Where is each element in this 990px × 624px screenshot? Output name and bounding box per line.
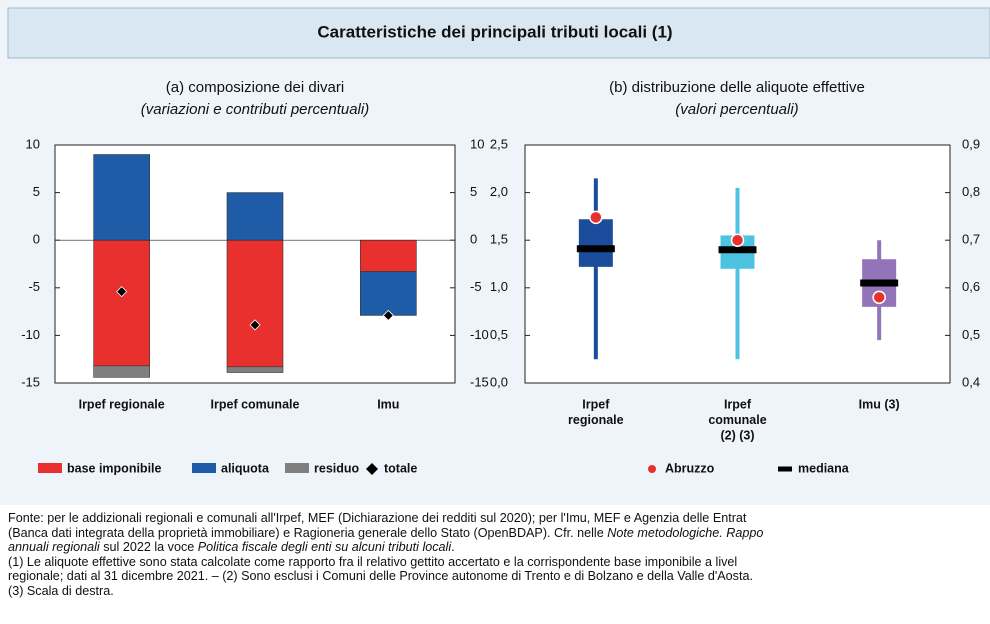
- legend-dot: [648, 465, 656, 473]
- legend-label: totale: [384, 461, 417, 475]
- footnote-line: annuali regionali sul 2022 la voce Polit…: [8, 540, 990, 555]
- y2-tick-label: -10: [470, 327, 489, 342]
- y2-tick-label: 5: [470, 184, 477, 199]
- y-tick-label: -10: [21, 327, 40, 342]
- y-tick-label: 2,5: [490, 136, 508, 151]
- y2-tick-label: 0,5: [962, 327, 980, 342]
- y2-tick-label: 0,6: [962, 279, 980, 294]
- bar-segment: [93, 154, 150, 241]
- panel-title: (a) composizione dei divari: [166, 79, 344, 96]
- chart: Caratteristiche dei principali tributi l…: [0, 0, 990, 505]
- legend-swatch: [285, 463, 309, 473]
- legend-swatch: [192, 463, 216, 473]
- panel-subtitle: (valori percentuali): [675, 101, 798, 118]
- x-tick-label: (2) (3): [720, 428, 754, 442]
- legend-label: base imponibile: [67, 461, 162, 475]
- footnote-text: sul 2022 la voce: [99, 540, 198, 555]
- footnote-text: .: [451, 540, 455, 555]
- footnote-text: Note metodologiche. Rappo: [607, 525, 764, 540]
- footnote-line: (Banca dati integrata della proprietà im…: [8, 526, 990, 541]
- bar-segment: [360, 271, 417, 316]
- y-tick-label: 0: [33, 232, 40, 247]
- total-marker: [249, 319, 261, 331]
- x-tick-label: Irpef: [582, 397, 610, 411]
- total-marker: [116, 286, 128, 298]
- x-tick-label: Irpef: [724, 397, 752, 411]
- footnotes: Fonte: per le addizionali regionali e co…: [8, 511, 990, 599]
- bar-segment: [226, 366, 284, 373]
- y-tick-label: 10: [26, 136, 40, 151]
- footnote-line: regionale; dati al 31 dicembre 2021. – (…: [8, 569, 990, 584]
- x-tick-label: regionale: [568, 413, 624, 427]
- legend-label: aliquota: [221, 461, 270, 475]
- y-tick-label: -5: [28, 279, 40, 294]
- y2-tick-label: 0,8: [962, 184, 980, 199]
- figure-title: Caratteristiche dei principali tributi l…: [317, 22, 672, 41]
- bar-segment: [93, 365, 150, 378]
- y-tick-label: 0,0: [490, 374, 508, 389]
- x-tick-label: Irpef regionale: [79, 397, 165, 411]
- y2-tick-label: 0,4: [962, 374, 980, 389]
- footnote-text: (Banca dati integrata della proprietà im…: [8, 525, 608, 540]
- legend-swatch: [38, 463, 62, 473]
- title-band: [7, 7, 990, 59]
- y-tick-label: 5: [33, 184, 40, 199]
- y2-tick-label: 0: [470, 232, 477, 247]
- box: [578, 219, 613, 267]
- footnote-text: annuali regionali: [8, 540, 100, 555]
- y-tick-label: 0,5: [490, 327, 508, 342]
- legend-label: Abruzzo: [665, 461, 715, 475]
- y-tick-label: -15: [21, 374, 40, 389]
- legend-label: residuo: [314, 461, 360, 475]
- y2-tick-label: 0,9: [962, 136, 980, 151]
- y-tick-label: 2,0: [490, 184, 508, 199]
- x-tick-label: Imu (3): [859, 397, 900, 411]
- bar-segment: [226, 239, 284, 368]
- x-tick-label: comunale: [708, 413, 766, 427]
- footnote-text: (3) Scala di destra.: [8, 583, 114, 598]
- y2-tick-label: 0,7: [962, 232, 980, 247]
- footnote-line: Fonte: per le addizionali regionali e co…: [8, 511, 990, 526]
- abruzzo-dot: [730, 233, 745, 247]
- abruzzo-dot: [589, 210, 603, 225]
- footnote-text: regionale; dati al 31 dicembre 2021. – (…: [8, 569, 753, 584]
- x-tick-label: Imu: [377, 397, 399, 411]
- footnote-line: (1) Le aliquote effettive sono stata cal…: [8, 555, 990, 570]
- x-tick-label: Irpef comunale: [211, 397, 300, 411]
- bar-segment: [226, 192, 284, 241]
- y2-tick-label: -15: [470, 374, 489, 389]
- legend-marker: [366, 463, 378, 475]
- abruzzo-dot: [872, 290, 886, 305]
- legend-label: mediana: [798, 461, 850, 475]
- panel-subtitle: (variazioni e contributi percentuali): [141, 101, 369, 118]
- total-marker: [382, 309, 394, 321]
- panel-title: (b) distribuzione delle aliquote effetti…: [609, 79, 865, 96]
- bar-segment: [360, 239, 417, 272]
- y2-tick-label: -5: [470, 279, 482, 294]
- footnote-text: Politica fiscale degli enti su alcuni tr…: [197, 540, 452, 555]
- footnote-text: (1) Le aliquote effettive sono stata cal…: [8, 554, 738, 569]
- footnote-line: (3) Scala di destra.: [8, 584, 990, 599]
- bar-segment: [93, 239, 150, 367]
- y-tick-label: 1,5: [490, 232, 508, 247]
- y-tick-label: 1,0: [490, 279, 508, 294]
- footnote-text: Fonte: per le addizionali regionali e co…: [8, 511, 747, 525]
- y2-tick-label: 10: [470, 136, 484, 151]
